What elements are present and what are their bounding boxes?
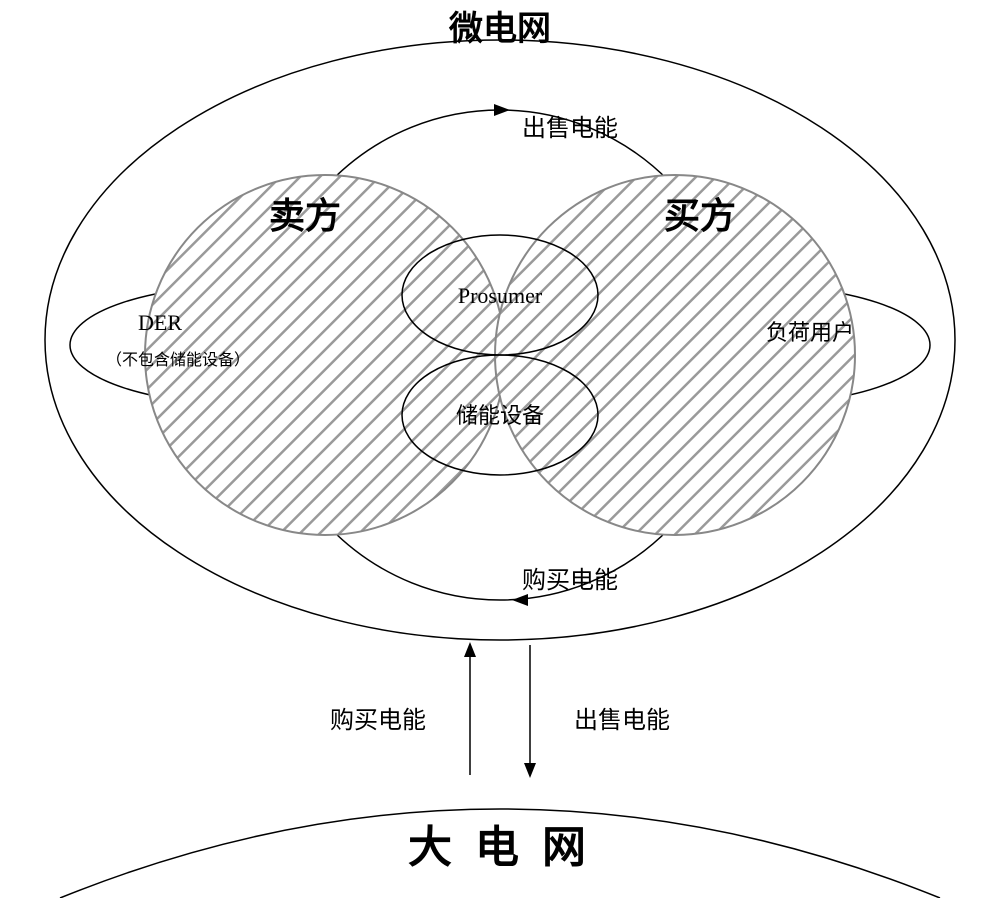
storage-label: 储能设备 [456,403,544,428]
microgrid-title: 微电网 [448,10,551,48]
loop-arrow-top [494,104,510,116]
der-label: DER [138,310,182,335]
der-note-label: （不包含储能设备） [106,351,250,369]
buyer-label: 买方 [664,196,736,236]
prosumer-label: Prosumer [458,283,543,308]
sell-energy-right-label: 出售电能 [574,707,670,734]
diagram-svg: 微电网 大 电 网 出售电能 购买电能 购买电能 出售电能 卖方 买方 Pros… [0,0,1000,898]
load-user-label: 负荷用户 [766,320,854,345]
seller-label: 卖方 [269,196,341,236]
sell-energy-top-label: 出售电能 [522,115,618,142]
buy-energy-bottom-label: 购买电能 [522,567,618,594]
maingrid-title: 大 电 网 [408,823,592,872]
loop-arrow-bottom [512,594,528,606]
buy-energy-left-label: 购买电能 [330,707,426,734]
